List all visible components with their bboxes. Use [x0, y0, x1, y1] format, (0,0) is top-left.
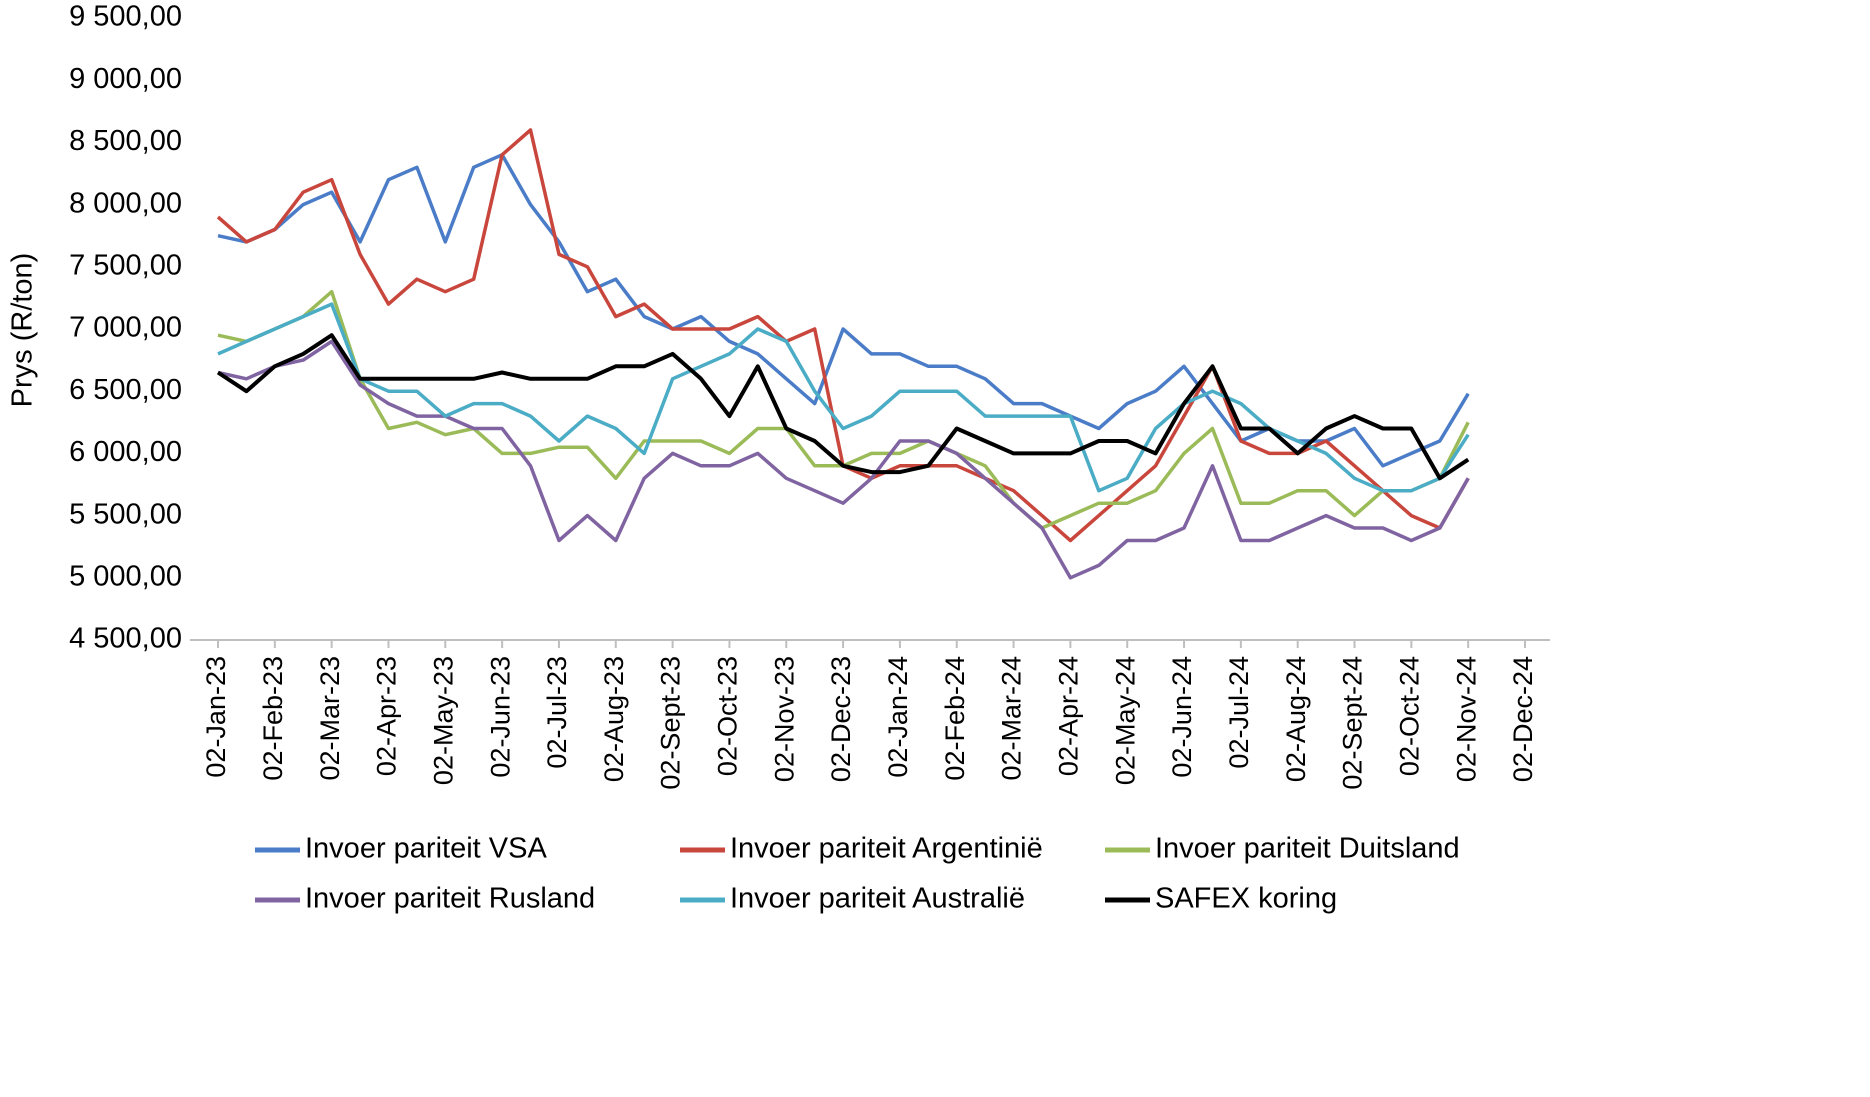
series-line [216, 333, 1470, 481]
y-tick-label: 9 000,00 [69, 63, 182, 95]
y-tick-label: 6 000,00 [69, 436, 182, 468]
x-tick-label: 02-Oct-23 [713, 656, 743, 776]
y-tick-label: 7 500,00 [69, 249, 182, 281]
x-tick-label: 02-Jul-23 [542, 656, 572, 769]
series-line [217, 339, 1470, 580]
y-tick-label: 4 500,00 [69, 623, 182, 655]
x-tick-label: 02-Jun-24 [1167, 656, 1197, 778]
x-tick-label: 02-Jun-23 [485, 656, 515, 778]
y-tick-label: 9 500,00 [69, 1, 182, 33]
x-tick-label: 02-Dec-23 [826, 656, 856, 782]
x-tick-label: 02-Feb-23 [258, 656, 288, 781]
x-tick-label: 02-Dec-24 [1508, 656, 1538, 782]
x-tick-label: 02-Aug-23 [599, 656, 629, 782]
series-line [217, 302, 1470, 493]
x-tick-label: 02-Nov-23 [769, 656, 799, 782]
x-tick-label: 02-Feb-24 [940, 656, 970, 781]
legend-label: Invoer pariteit Duitsland [1155, 833, 1460, 865]
x-tick-label: 02-Jul-24 [1224, 656, 1254, 769]
y-tick-label: 7 000,00 [69, 312, 182, 344]
x-tick-label: 02-Mar-23 [315, 656, 345, 781]
x-tick-label: 02-Mar-24 [997, 656, 1027, 781]
x-tick-label: 02-Apr-23 [372, 656, 402, 776]
legend-label: Invoer pariteit VSA [305, 833, 547, 865]
x-tick-label: 02-May-23 [428, 656, 458, 785]
x-tick-label: 02-Jan-24 [883, 656, 913, 778]
x-tick-label: 02-May-24 [1110, 656, 1140, 785]
y-tick-label: 8 000,00 [69, 187, 182, 219]
y-tick-label: 5 500,00 [69, 498, 182, 530]
x-tick-label: 02-Oct-24 [1394, 656, 1424, 776]
series-line [216, 128, 1470, 543]
series-line [217, 153, 1470, 468]
legend-label: Invoer pariteit Rusland [305, 883, 595, 915]
x-tick-label: 02-Apr-24 [1054, 656, 1084, 776]
y-tick-label: 5 000,00 [69, 560, 182, 592]
legend-label: SAFEX koring [1155, 883, 1337, 915]
y-axis-label: Prys (R/ton) [7, 253, 39, 408]
x-tick-label: 02-Jan-23 [201, 656, 231, 778]
x-tick-label: 02-Sept-24 [1338, 656, 1368, 790]
x-tick-label: 02-Nov-24 [1451, 656, 1481, 782]
x-tick-label: 02-Sept-23 [656, 656, 686, 790]
legend-label: Invoer pariteit Australië [730, 883, 1025, 915]
y-tick-label: 6 500,00 [69, 374, 182, 406]
y-tick-label: 8 500,00 [69, 125, 182, 157]
x-tick-label: 02-Aug-24 [1281, 656, 1311, 782]
legend-label: Invoer pariteit Argentinië [730, 833, 1043, 865]
